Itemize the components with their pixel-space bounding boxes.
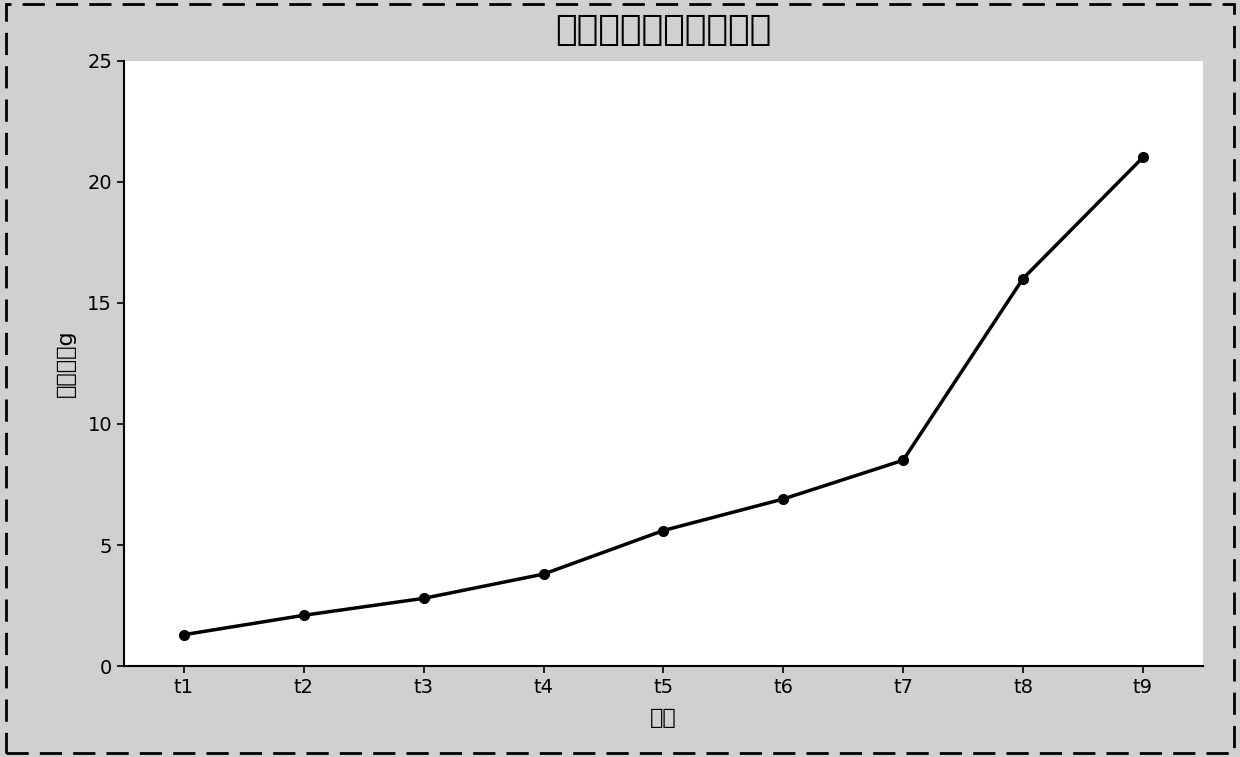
- X-axis label: 出口: 出口: [650, 708, 677, 728]
- Title: 不同出口出沙量对比图: 不同出口出沙量对比图: [556, 13, 771, 47]
- Y-axis label: 出沙量，g: 出沙量，g: [56, 329, 76, 397]
